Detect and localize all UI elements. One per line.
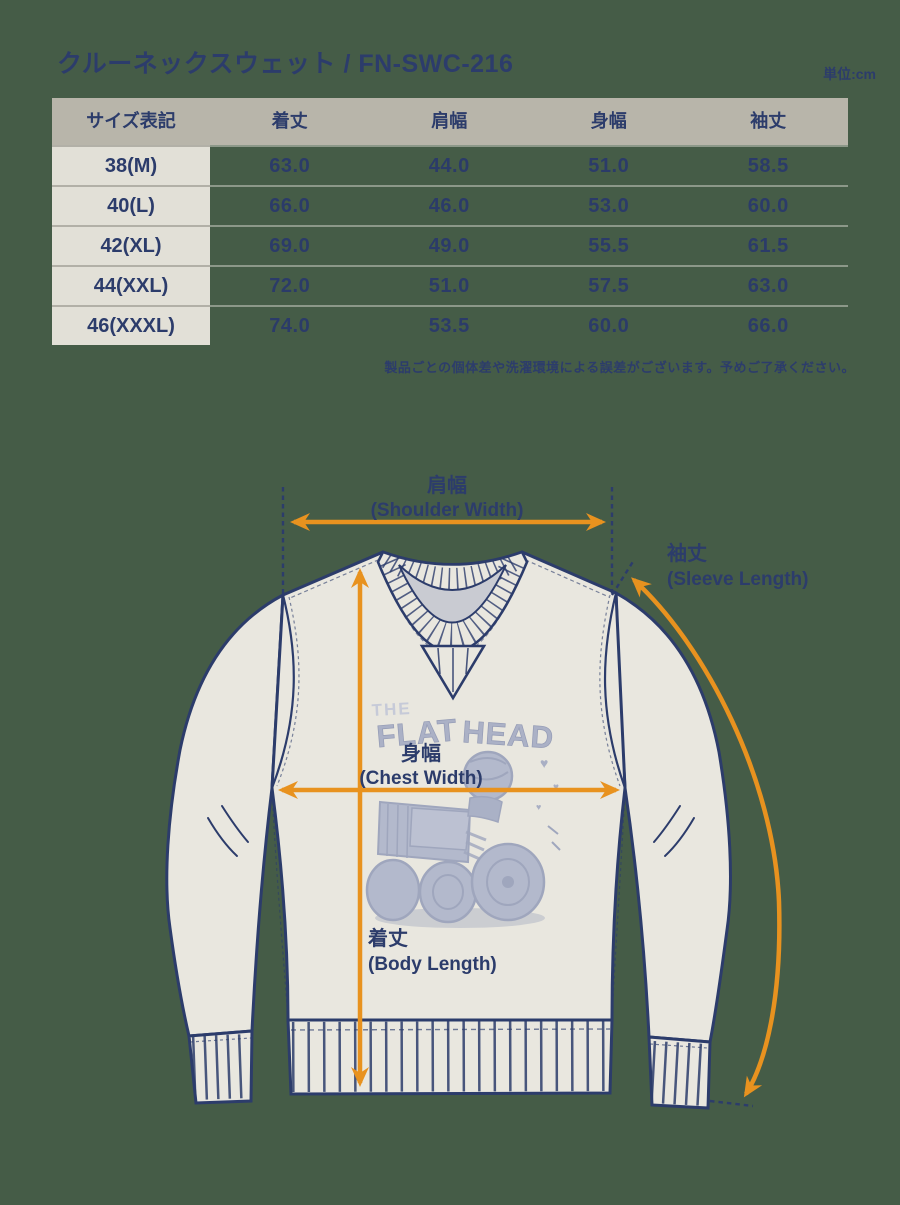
measurement-cell: 72.0 (210, 265, 370, 305)
shoulder-width-label-en: (Shoulder Width) (371, 500, 524, 521)
body-length-label-jp: 着丈 (367, 926, 408, 950)
size-cell: 38(M) (52, 145, 210, 185)
column-header-sleeve-length: 袖丈 (688, 98, 848, 145)
body-length-label-en: (Body Length) (368, 954, 497, 975)
print-flat: FLAT (375, 712, 459, 754)
measurement-cell: 61.5 (688, 225, 848, 265)
chest-width-label-en: (Chest Width) (359, 768, 482, 789)
size-table: サイズ表記 着丈 肩幅 身幅 袖丈 38(M) 63.0 44.0 51.0 5… (52, 98, 848, 345)
sleeve-length-arrow (631, 577, 782, 1098)
column-header-body-length: 着丈 (210, 98, 370, 145)
unit-label: 単位:cm (823, 66, 876, 82)
size-cell: 42(XL) (52, 225, 210, 265)
measurement-cell: 69.0 (210, 225, 370, 265)
sweatshirt-illustration: THE FLAT HEAD (165, 473, 808, 1110)
measurement-cell: 66.0 (688, 305, 848, 345)
measurement-arrows (278, 513, 782, 1098)
measurement-cell: 44.0 (369, 145, 529, 185)
sleeve-length-label-jp: 袖丈 (667, 541, 707, 565)
hem-band (286, 1018, 614, 1096)
shoulder-width-label-jp: 肩幅 (427, 473, 467, 497)
left-cuff-ribbing (191, 1034, 252, 1100)
hem-stitching (290, 1028, 611, 1031)
measurement-cell: 60.0 (529, 305, 689, 345)
disclaimer-note: 製品ごとの個体差や洗濯環境による誤差がございます。予めご了承ください。 (384, 360, 855, 375)
chest-width-label-jp: 身幅 (401, 741, 441, 765)
heart-icon: ♥ (540, 755, 548, 771)
page-title: クルーネックスウェット / FN-SWC-216 (57, 50, 514, 78)
measurement-cell: 53.5 (369, 305, 529, 345)
measurement-cell: 58.5 (688, 145, 848, 185)
measurement-cell: 63.0 (210, 145, 370, 185)
left-sleeve (165, 592, 285, 1038)
measurement-cell: 60.0 (688, 185, 848, 225)
column-header-chest-width: 身幅 (529, 98, 689, 145)
heart-icon: ♥ (536, 802, 541, 812)
column-header-size: サイズ表記 (52, 98, 210, 145)
measurement-cell: 66.0 (210, 185, 370, 225)
measurement-cell: 53.0 (529, 185, 689, 225)
measurement-cell: 51.0 (529, 145, 689, 185)
measurement-cell: 55.5 (529, 225, 689, 265)
hem-ribbing (291, 1021, 610, 1092)
v-gusset-ribbing (437, 647, 469, 692)
measurement-cell: 51.0 (369, 265, 529, 305)
column-header-shoulder-width: 肩幅 (369, 98, 529, 145)
measurement-diagram: THE FLAT HEAD (0, 450, 900, 1200)
size-cell: 40(L) (52, 185, 210, 225)
size-cell: 44(XXL) (52, 265, 210, 305)
size-cell: 46(XXXL) (52, 305, 210, 345)
print-head: HEAD (461, 714, 555, 755)
measurement-cell: 74.0 (210, 305, 370, 345)
print-the: THE (371, 699, 412, 720)
sleeve-length-label-en: (Sleeve Length) (667, 569, 808, 590)
measurement-cell: 57.5 (529, 265, 689, 305)
measurement-cell: 49.0 (369, 225, 529, 265)
guide-lines (281, 487, 754, 1108)
sleeve-top-guide (610, 559, 636, 596)
measurement-cell: 63.0 (688, 265, 848, 305)
sweatshirt-drawing: THE FLAT HEAD (165, 550, 732, 1110)
neck-opening (398, 564, 507, 624)
measurement-labels: 肩幅 (Shoulder Width) 袖丈 (Sleeve Length) 身… (359, 473, 808, 975)
sleeve-bottom-guide (709, 1099, 754, 1108)
collar (376, 550, 529, 701)
measurement-cell: 46.0 (369, 185, 529, 225)
